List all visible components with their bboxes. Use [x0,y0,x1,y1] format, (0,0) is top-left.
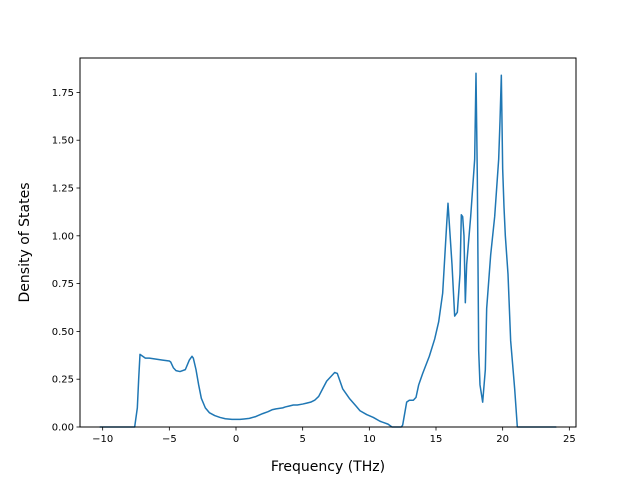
x-tick-label: −10 [92,434,113,445]
x-tick-label: −5 [162,434,177,445]
x-axis: −10 −5 0 5 10 15 20 25 [92,427,576,445]
x-tick-label: 0 [233,434,239,445]
y-tick-label: 0.00 [52,423,74,434]
y-tick-label: 0.25 [52,375,74,386]
y-tick-label: 1.50 [52,136,74,147]
y-tick-label: 0.75 [52,279,74,290]
plot-frame [79,57,577,428]
y-tick-label: 1.00 [52,231,74,242]
y-tick-label: 1.25 [52,184,74,195]
x-tick-label: 20 [496,434,509,445]
x-tick-label: 10 [363,434,376,445]
x-tick-label: 5 [299,434,305,445]
y-tick-label: 0.50 [52,327,74,338]
x-axis-label: Frequency (THz) [271,459,385,475]
x-tick-label: 25 [563,434,576,445]
plot-area [99,72,557,428]
y-axis: 0.00 0.25 0.50 0.75 1.00 1.25 1.50 1.75 [52,88,80,434]
dos-series-line [99,72,557,428]
y-axis-label: Density of States [17,183,33,303]
x-tick-label: 15 [430,434,443,445]
y-tick-label: 1.75 [52,88,74,99]
